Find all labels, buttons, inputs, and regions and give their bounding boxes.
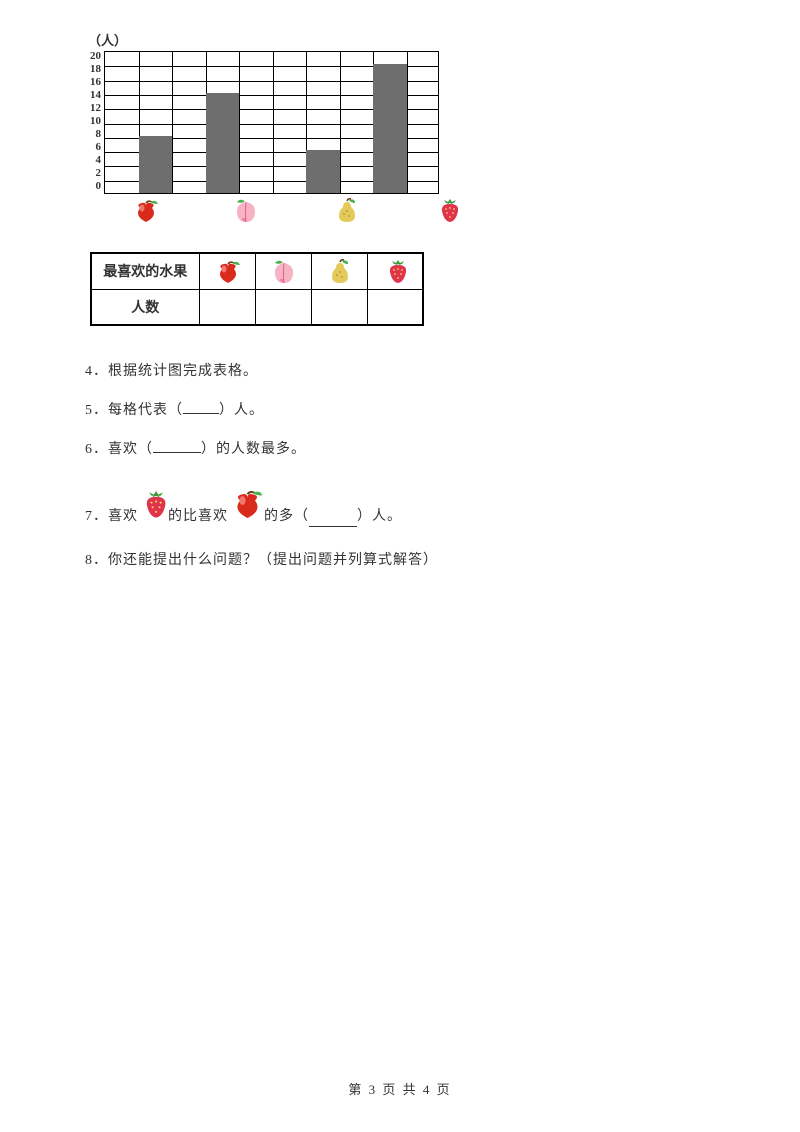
cell-strawberry-icon — [367, 253, 423, 289]
peach-icon — [232, 198, 260, 224]
question-4: 4．根据统计图完成表格。 — [85, 352, 715, 391]
row-label-count: 人数 — [91, 289, 199, 325]
x-axis-icons — [112, 198, 715, 224]
cell-pear-icon — [311, 253, 367, 289]
blank-input[interactable] — [309, 513, 357, 527]
question-7: 7．喜欢 的比喜欢 的多（）人。 — [85, 488, 715, 527]
question-5: 5．每格代表（）人。 — [85, 391, 715, 430]
bar-peach — [206, 93, 240, 193]
question-6: 6．喜欢（）的人数最多。 — [85, 430, 715, 469]
question-list: 4．根据统计图完成表格。 5．每格代表（）人。 6．喜欢（）的人数最多。 7．喜… — [85, 352, 715, 580]
pear-icon — [333, 198, 361, 224]
chart-grid — [104, 51, 439, 194]
table-row: 最喜欢的水果 — [91, 253, 423, 289]
fruit-table: 最喜欢的水果 人数 — [90, 252, 424, 326]
question-8: 8．你还能提出什么问题？（提出问题并列算式解答） — [85, 541, 715, 580]
cell-peach-count[interactable] — [255, 289, 311, 325]
apple-icon — [132, 198, 160, 224]
cell-apple-count[interactable] — [199, 289, 255, 325]
y-axis-label: （人） — [88, 30, 715, 49]
table-row: 人数 — [91, 289, 423, 325]
apple-icon — [230, 488, 262, 520]
bar-apple — [139, 136, 173, 193]
y-axis-ticks: 2018 1614 1210 86 42 0 — [90, 51, 101, 194]
blank-input[interactable] — [153, 439, 201, 453]
blank-input[interactable] — [183, 400, 219, 414]
cell-apple-icon — [199, 253, 255, 289]
cell-peach-icon — [255, 253, 311, 289]
bar-chart: （人） 2018 1614 1210 86 42 0 — [90, 30, 715, 224]
cell-strawberry-count[interactable] — [367, 289, 423, 325]
bar-strawberry — [373, 64, 407, 193]
strawberry-icon — [140, 490, 166, 520]
bar-pear — [306, 150, 340, 193]
cell-pear-count[interactable] — [311, 289, 367, 325]
page-footer: 第 3 页 共 4 页 — [0, 1079, 800, 1098]
row-label-favorite: 最喜欢的水果 — [91, 253, 199, 289]
strawberry-icon — [436, 198, 458, 222]
